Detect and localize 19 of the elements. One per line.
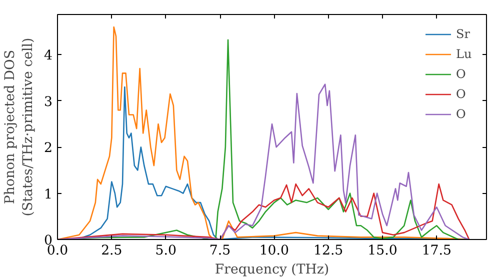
y-tick-label: 2	[44, 141, 53, 156]
x-tick-label: 17.5	[422, 244, 452, 258]
x-tick-label: 5.0	[155, 244, 176, 258]
y-tick-label: 4	[44, 48, 53, 64]
legend-label: Lu	[456, 47, 473, 61]
legend-label: O	[456, 107, 467, 121]
legend-label: Sr	[456, 27, 471, 41]
y-tick-label: 1	[44, 187, 53, 202]
x-tick-label: 0.0	[46, 244, 68, 258]
x-tick-label: 2.5	[101, 244, 122, 258]
x-tick-label: 7.5	[209, 244, 231, 258]
x-tick-label: 10.0	[259, 244, 290, 258]
x-axis-title: Frequency (THz)	[214, 262, 330, 278]
y-tick-label: 3	[44, 94, 53, 110]
legend-label: O	[456, 67, 467, 81]
x-tick-label: 12.5	[313, 244, 344, 258]
legend-label: O	[456, 87, 467, 101]
y-axis-title: Phonon projected DOS (States/THz·primitive cell)	[3, 38, 36, 216]
x-tick-label: 15.0	[368, 244, 398, 258]
